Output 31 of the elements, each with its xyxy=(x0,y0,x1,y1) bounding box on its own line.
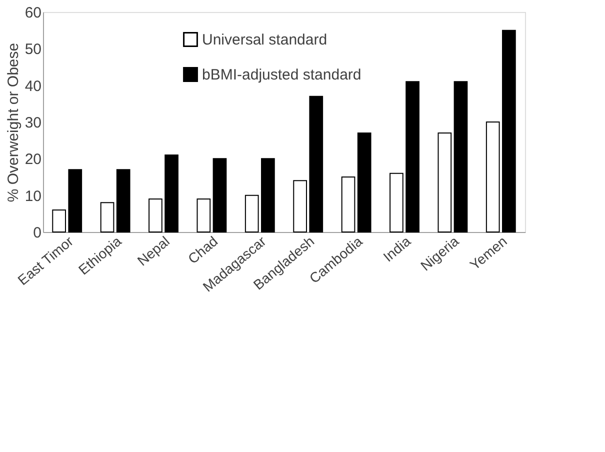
y-tick-label: 50 xyxy=(24,41,42,58)
bar xyxy=(293,180,307,232)
bar xyxy=(148,198,162,232)
bar xyxy=(52,210,66,232)
y-tick-label: 10 xyxy=(24,188,42,205)
bar xyxy=(341,176,356,232)
y-axis-title: % Overweight or Obese xyxy=(4,42,22,202)
y-tick-label: 0 xyxy=(33,224,42,242)
bar xyxy=(309,96,324,232)
legend-label: Universal standard xyxy=(202,32,328,48)
bar xyxy=(390,172,404,232)
bar xyxy=(196,198,211,232)
bar xyxy=(438,132,452,232)
bar xyxy=(100,202,114,232)
y-tick-label: 40 xyxy=(24,78,42,95)
bar xyxy=(212,158,227,232)
y-tick-label: 60 xyxy=(24,4,42,22)
y-tick-label: 20 xyxy=(24,151,42,168)
y-tick-label: 30 xyxy=(24,114,42,132)
bar xyxy=(486,122,500,232)
bar xyxy=(357,132,372,232)
bar xyxy=(244,194,259,232)
bar xyxy=(502,30,516,232)
bar xyxy=(406,81,420,232)
bar xyxy=(116,169,130,232)
bar xyxy=(454,81,468,232)
bar xyxy=(261,158,275,232)
bar xyxy=(164,154,178,232)
x-tick-label: India xyxy=(380,232,414,265)
legend-label: bBMI-adjusted standard xyxy=(202,66,362,84)
bar xyxy=(68,169,82,232)
